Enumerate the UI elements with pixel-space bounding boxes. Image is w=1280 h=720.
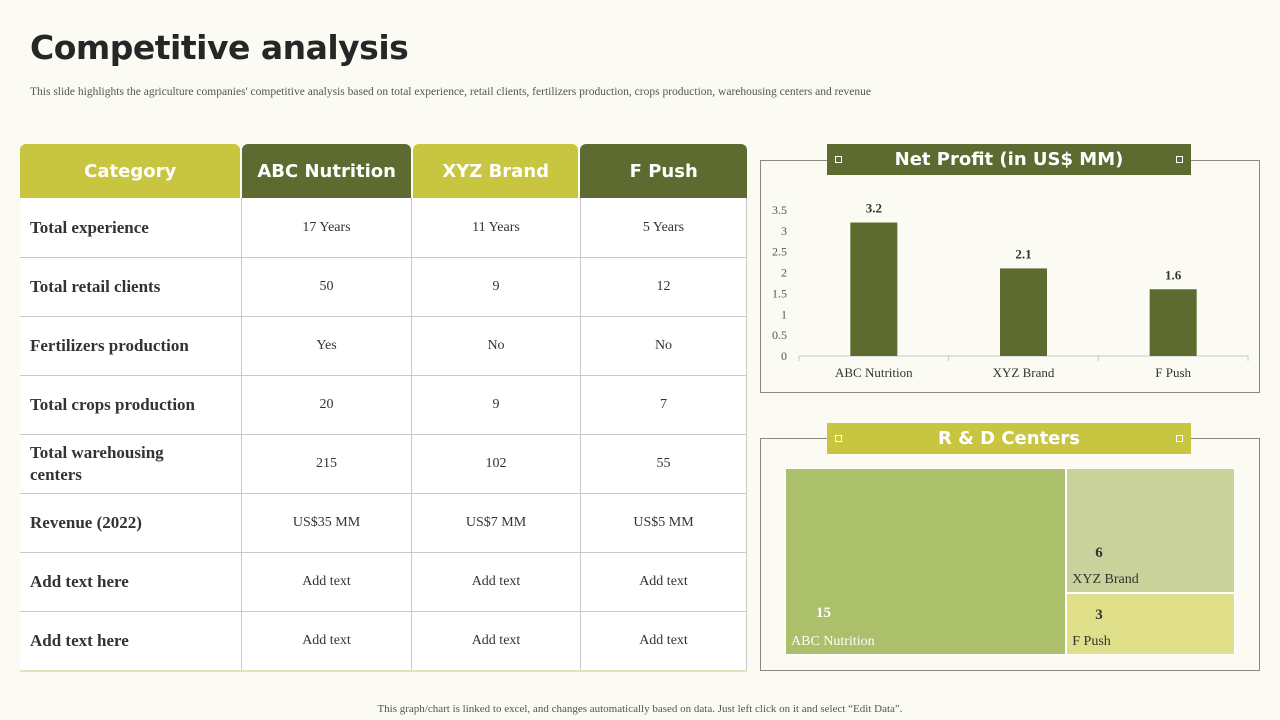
row-label: Fertilizers production bbox=[30, 336, 189, 355]
table-row: Total experience 17 Years 11 Years 5 Yea… bbox=[20, 198, 747, 257]
net-profit-title: Net Profit (in US$ MM) bbox=[894, 149, 1124, 170]
treemap-value: 6 bbox=[1095, 544, 1103, 561]
header-abc-nutrition: ABC Nutrition bbox=[242, 144, 411, 198]
table-row: Fertilizers production Yes No No bbox=[20, 316, 747, 375]
cell: Add text bbox=[580, 553, 747, 611]
bullet-square-icon bbox=[835, 156, 842, 163]
treemap-tile: 15 ABC Nutrition bbox=[785, 468, 1067, 655]
x-tick-label: F Push bbox=[1155, 365, 1191, 380]
cell: Add text bbox=[411, 553, 580, 611]
row-label: Add text here bbox=[30, 572, 129, 591]
comparison-table: Category ABC Nutrition XYZ Brand F Push … bbox=[20, 144, 747, 672]
table-row: Revenue (2022) US$35 MM US$7 MM US$5 MM bbox=[20, 493, 747, 552]
row-label: Revenue (2022) bbox=[30, 513, 142, 532]
y-tick-label: 0.5 bbox=[772, 328, 787, 342]
header-xyz-brand: XYZ Brand bbox=[412, 144, 579, 198]
bullet-square-icon bbox=[835, 435, 842, 442]
cell: Add text bbox=[580, 612, 747, 670]
net-profit-bar-chart: 0 0.5 1 1.5 2 2.5 3 3.5 3.2 ABC Nutrition 2.1 XYZ B… bbox=[772, 201, 1249, 380]
cell: Add text bbox=[241, 553, 411, 611]
y-tick-label: 1.5 bbox=[772, 286, 787, 300]
cell: 17 Years bbox=[241, 198, 411, 257]
cell: 11 Years bbox=[411, 198, 580, 257]
cell: Add text bbox=[411, 612, 580, 670]
cell: Add text bbox=[241, 612, 411, 670]
treemap-value: 15 bbox=[816, 605, 831, 621]
treemap-tile: 6 XYZ Brand bbox=[1066, 468, 1235, 593]
cell: 50 bbox=[241, 258, 411, 316]
cell: US$7 MM bbox=[411, 494, 580, 552]
rd-centers-title: R & D Centers bbox=[938, 428, 1080, 449]
cell: US$5 MM bbox=[580, 494, 747, 552]
cell: No bbox=[411, 317, 580, 375]
table-row: Add text here Add text Add text Add text bbox=[20, 611, 747, 670]
row-label: Total crops production bbox=[30, 395, 196, 414]
footer-note: This graph/chart is linked to excel, and… bbox=[377, 703, 903, 715]
table-header: Category ABC Nutrition XYZ Brand F Push bbox=[20, 144, 747, 198]
bar-data-label: 1.6 bbox=[1165, 267, 1182, 282]
cell: 9 bbox=[411, 258, 580, 316]
header-f-push: F Push bbox=[580, 144, 747, 198]
y-tick-label: 3 bbox=[781, 224, 787, 238]
cell: 20 bbox=[241, 376, 411, 434]
row-label: Add text here bbox=[30, 631, 129, 650]
table-row: Total crops production 20 9 7 bbox=[20, 375, 747, 434]
rd-centers-panel: 15 ABC Nutrition 6 XYZ Brand 3 F Push bbox=[760, 438, 1260, 671]
bar-data-label: 2.1 bbox=[1015, 246, 1031, 261]
page-title: Competitive analysis bbox=[30, 28, 409, 67]
cell: US$35 MM bbox=[241, 494, 411, 552]
cell: 12 bbox=[580, 258, 747, 316]
header-category: Category bbox=[20, 144, 241, 198]
y-tick-label: 0 bbox=[781, 349, 787, 363]
treemap-tile: 3 F Push bbox=[1066, 592, 1235, 655]
row-label: Total warehousing centers bbox=[30, 443, 164, 484]
table-row: Total warehousing centers 215 102 55 bbox=[20, 434, 747, 493]
cell: No bbox=[580, 317, 747, 375]
row-label: Total retail clients bbox=[30, 277, 161, 296]
treemap-category: ABC Nutrition bbox=[791, 634, 875, 649]
bar bbox=[850, 222, 898, 356]
cell: 102 bbox=[411, 435, 580, 493]
treemap-value: 3 bbox=[1095, 606, 1103, 623]
treemap-category: F Push bbox=[1072, 633, 1111, 649]
y-tick-label: 2.5 bbox=[772, 245, 787, 259]
cell: 9 bbox=[411, 376, 580, 434]
x-tick-label: XYZ Brand bbox=[993, 365, 1055, 380]
rd-centers-title-banner: R & D Centers bbox=[827, 423, 1191, 454]
table-row: Total retail clients 50 9 12 bbox=[20, 257, 747, 316]
cell: 215 bbox=[241, 435, 411, 493]
x-tick-label: ABC Nutrition bbox=[835, 365, 913, 380]
bar bbox=[1000, 268, 1047, 356]
treemap-category: XYZ Brand bbox=[1072, 571, 1139, 587]
cell: Yes bbox=[241, 317, 411, 375]
bullet-square-icon bbox=[1176, 435, 1183, 442]
bullet-square-icon bbox=[1176, 156, 1183, 163]
bar-data-label: 3.2 bbox=[866, 201, 882, 216]
row-label: Total experience bbox=[30, 217, 149, 237]
y-tick-label: 3.5 bbox=[772, 203, 787, 217]
page-subtitle: This slide highlights the agriculture co… bbox=[30, 86, 871, 98]
y-tick-label: 1 bbox=[781, 307, 787, 321]
cell: 55 bbox=[580, 435, 747, 493]
bar bbox=[1149, 289, 1197, 356]
cell: 7 bbox=[580, 376, 747, 434]
y-tick-label: 2 bbox=[781, 266, 787, 280]
table-body: Total experience 17 Years 11 Years 5 Yea… bbox=[20, 198, 747, 672]
cell: 5 Years bbox=[580, 198, 747, 257]
net-profit-title-banner: Net Profit (in US$ MM) bbox=[827, 144, 1191, 175]
table-row: Add text here Add text Add text Add text bbox=[20, 552, 747, 611]
